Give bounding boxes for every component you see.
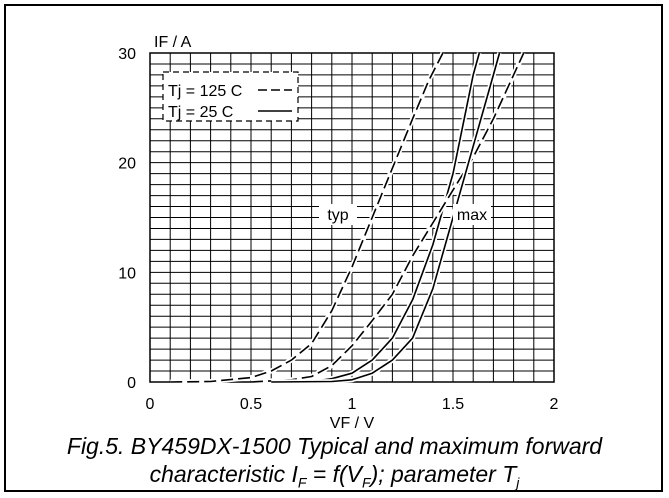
legend-label: Tj = 125 C [168, 83, 242, 100]
caption-line-1: Fig.5. BY459DX-1500 Typical and maximum … [66, 433, 603, 459]
caption-sub-2: F [362, 474, 371, 491]
caption-sub-3: j [516, 474, 520, 491]
curve-max-solid [271, 52, 501, 383]
x-tick-label: 1.5 [442, 396, 464, 413]
caption-sub-1: F [297, 474, 307, 491]
caption-line-2: characteristic IF = f(VF); parameter Tj [0, 460, 669, 491]
y-axis-label: IF / A [154, 34, 192, 51]
curve-typ-dashed [170, 52, 444, 383]
annotations: typ max [319, 204, 491, 225]
y-tick-label: 30 [118, 46, 136, 63]
legend-label: Tj = 25 C [168, 104, 233, 121]
legend-box [162, 71, 299, 122]
figure-frame [4, 4, 663, 492]
caption-text-c: ); parameter T [370, 461, 517, 487]
y-tick-label: 0 [127, 375, 136, 392]
x-axis-label: VF / V [330, 415, 375, 432]
annotation-max: max [457, 207, 487, 224]
y-tick-label: 10 [118, 265, 136, 282]
x-tick-label: 0 [146, 396, 155, 413]
figure-caption: Fig.5. BY459DX-1500 Typical and maximum … [0, 432, 669, 491]
annotation-bg [319, 204, 357, 225]
y-tick-label: 20 [118, 156, 136, 173]
x-tick-label: 0.5 [240, 396, 262, 413]
legend: Tj = 125 C Tj = 25 C [162, 71, 299, 122]
x-tick-label: 1 [348, 396, 357, 413]
x-tick-label: 2 [550, 396, 559, 413]
annotation-bg [453, 204, 491, 225]
caption-text-b: = f(V [306, 461, 363, 487]
caption-text-a: characteristic I [149, 461, 298, 487]
curve-halo [250, 51, 526, 385]
annotation-typ: typ [327, 207, 348, 224]
curves [170, 51, 526, 385]
